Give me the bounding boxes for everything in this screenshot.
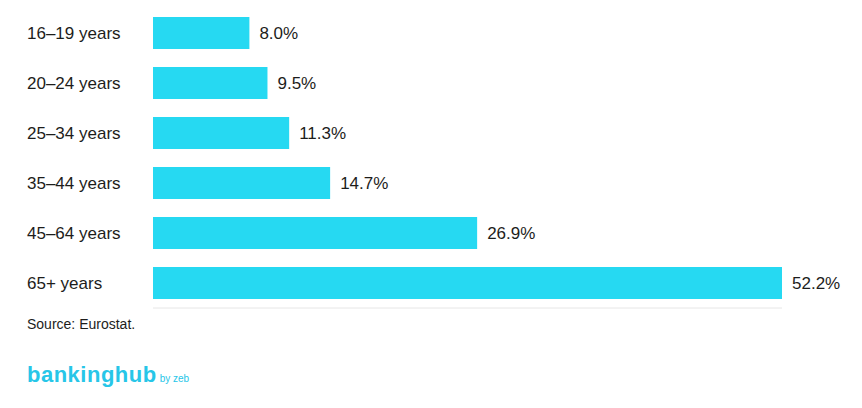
html-text:bankinghub: bankinghub	[27, 362, 157, 387]
svg-text:11.3%: 11.3%	[299, 124, 346, 143]
svg-text:65+ years: 65+ years	[27, 274, 102, 293]
svg-text:16–19 years: 16–19 years	[27, 24, 121, 43]
svg-text:8.0%: 8.0%	[259, 24, 298, 43]
svg-text:14.7%: 14.7%	[340, 174, 388, 193]
html-text:by zeb: by zeb	[159, 373, 190, 384]
svg-text:25–34 years: 25–34 years	[27, 124, 121, 143]
svg-text:9.5%: 9.5%	[277, 74, 316, 93]
svg-text:45–64 years: 45–64 years	[27, 224, 121, 243]
html-text:Source: Eurostat.: Source: Eurostat.	[27, 316, 136, 332]
svg-text:26.9%: 26.9%	[487, 224, 535, 243]
svg-text:20–24 years: 20–24 years	[27, 74, 121, 93]
svg-text:35–44 years: 35–44 years	[27, 174, 121, 193]
svg-text:52.2%: 52.2%	[792, 274, 840, 293]
